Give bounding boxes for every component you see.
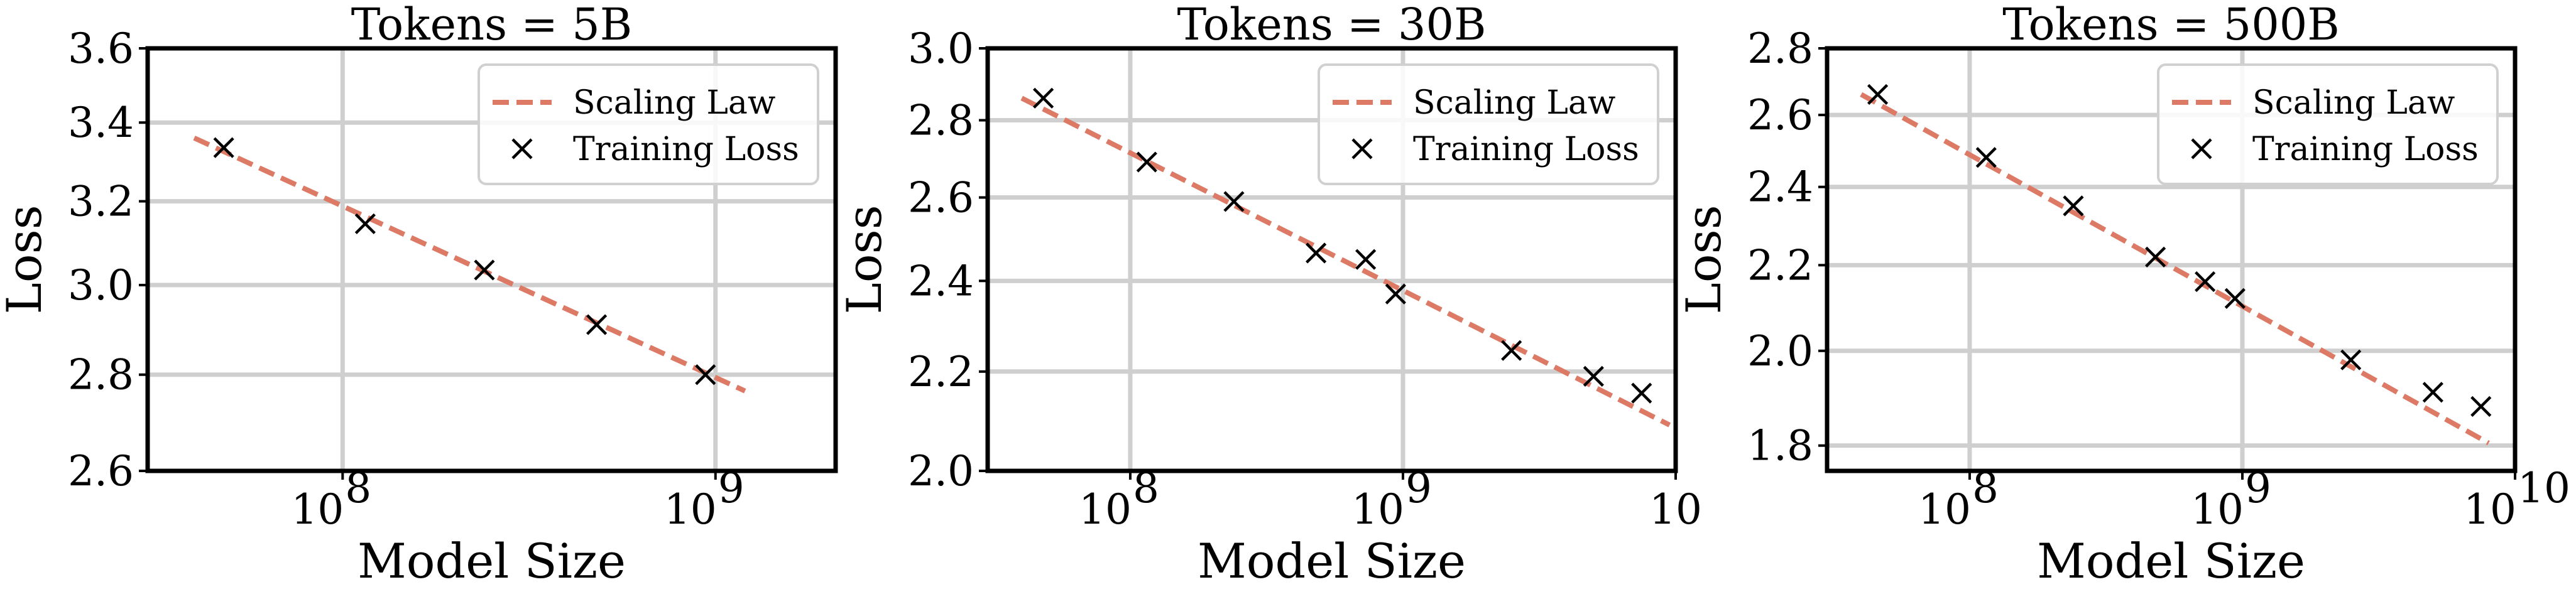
training-loss-point (2470, 396, 2492, 417)
training-loss-point (1223, 191, 1245, 212)
plot-frame (985, 46, 1678, 473)
y-tick-label: 2.6 (1747, 91, 1813, 139)
legend-marker-icon (1351, 138, 1373, 159)
y-tick-label: 3.0 (908, 24, 974, 73)
y-tick-label: 2.2 (908, 348, 974, 396)
training-loss-point (474, 259, 495, 281)
y-tick-label: 2.2 (1747, 241, 1813, 289)
y-tick-label: 3.6 (68, 24, 134, 73)
y-tick-label: 2.6 (908, 174, 974, 222)
training-loss-point (1385, 283, 1406, 305)
plot-area (1020, 87, 1671, 428)
legend-marker-icon (511, 138, 533, 159)
training-loss-point (695, 364, 716, 386)
y-tick-label: 1.8 (1747, 422, 1813, 470)
training-loss-point (1867, 84, 1889, 105)
training-loss-point (2422, 382, 2443, 403)
scaling-law-line (1020, 95, 1671, 428)
training-loss-point (2145, 246, 2166, 267)
chart-title: Tokens = 5B (351, 0, 632, 50)
scaling-law-line (193, 136, 746, 394)
legend-label: Training Loss (1413, 131, 1639, 168)
training-loss-point (1975, 147, 1997, 168)
legend-box (478, 63, 819, 185)
x-tick-label: 10 (664, 485, 717, 534)
training-loss-point (354, 213, 376, 235)
x-tick-label: 10 (1079, 485, 1132, 534)
x-tick-label: 10 (1351, 485, 1404, 534)
training-loss-point (1583, 365, 1604, 387)
training-loss-point (2195, 271, 2216, 293)
training-loss-point (1355, 249, 1377, 270)
x-tick-label: 10 (2191, 485, 2244, 534)
training-loss-point (1631, 382, 1652, 404)
y-tick-label: 2.8 (1747, 24, 1813, 73)
x-tick-label: 10 (291, 485, 344, 534)
y-tick-label: 3.4 (68, 99, 134, 147)
y-axis-label: Loss (0, 205, 52, 314)
legend-label: Scaling Law (2252, 84, 2455, 122)
x-tick-label: 10 (1918, 485, 1971, 534)
plot-area (193, 136, 746, 394)
chart-title: Tokens = 500B (2002, 0, 2339, 50)
plot-frame (1825, 46, 2518, 473)
x-axis-label: Model Size (1198, 533, 1466, 589)
chart-title: Tokens = 30B (1177, 0, 1487, 50)
y-tick-label: 3.2 (68, 178, 134, 226)
legend-label: Scaling Law (1413, 84, 1615, 122)
x-tick-label: 10 (2464, 485, 2516, 534)
legend: Scaling Law Training Loss (478, 63, 819, 185)
legend-label: Training Loss (2252, 131, 2479, 168)
y-tick-label: 2.8 (68, 351, 134, 399)
training-loss-point (1501, 340, 1522, 361)
x-tick-label: 10 (1649, 485, 1702, 534)
legend-label: Training Loss (573, 131, 799, 168)
y-tick-label: 2.8 (908, 97, 974, 145)
training-loss-point (1306, 242, 1327, 264)
y-axis-label: Loss (1676, 205, 1732, 314)
training-loss-point (586, 314, 608, 335)
y-tick-label: 2.4 (1747, 163, 1813, 212)
y-tick-label: 2.0 (908, 447, 974, 495)
training-loss-point (2224, 288, 2246, 309)
legend-label: Scaling Law (573, 84, 775, 122)
legend-box (2157, 63, 2499, 185)
x-axis-label: Model Size (2037, 533, 2305, 589)
training-loss-point (213, 137, 234, 158)
training-loss-point (2063, 195, 2084, 217)
y-axis-label: Loss (836, 205, 892, 314)
legend-marker-icon (2191, 138, 2212, 159)
y-tick-label: 2.0 (1747, 327, 1813, 375)
scaling-law-line (1860, 92, 2490, 446)
legend-box (1318, 63, 1659, 185)
y-tick-label: 2.6 (68, 447, 134, 495)
y-tick-label: 3.0 (68, 261, 134, 310)
legend: Scaling Law Training Loss (1318, 63, 1659, 185)
training-loss-point (2340, 349, 2362, 370)
training-loss-point (1136, 151, 1157, 173)
legend: Scaling Law Training Loss (2157, 63, 2499, 185)
x-axis-label: Model Size (357, 533, 626, 589)
x-tick-exponent: 10 (2518, 464, 2570, 512)
plot-frame (145, 46, 838, 473)
y-tick-label: 2.4 (908, 257, 974, 305)
plot-area (1860, 84, 2492, 446)
training-loss-point (1033, 87, 1054, 109)
